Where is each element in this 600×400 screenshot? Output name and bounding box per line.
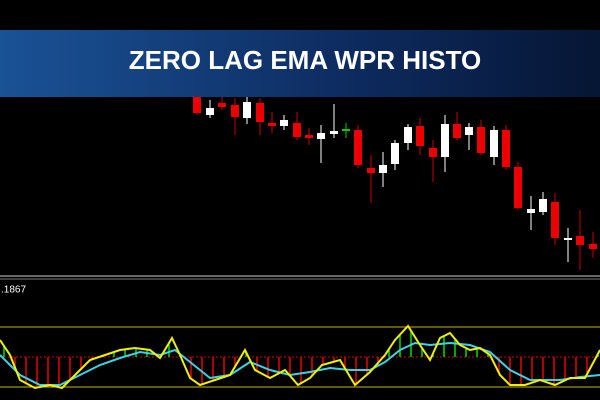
candle — [576, 210, 584, 270]
candle — [379, 152, 387, 187]
candle — [243, 97, 251, 124]
candle — [305, 128, 313, 145]
candle — [453, 112, 461, 140]
candle — [514, 162, 522, 210]
candles — [193, 95, 597, 270]
candle-body — [367, 168, 375, 173]
candle-body — [404, 127, 412, 143]
candle — [589, 232, 597, 258]
candle-body — [330, 131, 338, 134]
candle-body — [218, 103, 226, 107]
candle — [354, 125, 362, 168]
candle — [367, 155, 375, 203]
banner — [0, 30, 600, 97]
candle-body — [268, 123, 276, 126]
candle-body — [243, 102, 251, 118]
candle-body — [354, 130, 362, 165]
candle-body — [453, 124, 461, 138]
candle-body — [490, 130, 498, 157]
candle — [330, 104, 338, 138]
candle — [193, 95, 201, 115]
candle-body — [416, 126, 424, 146]
candle-body — [379, 165, 387, 173]
candle — [502, 125, 510, 170]
candle-body — [551, 202, 559, 238]
candle-body — [502, 130, 510, 167]
candle-body — [441, 124, 449, 157]
candle-body — [539, 199, 547, 212]
candle — [317, 125, 325, 163]
candle — [231, 98, 239, 135]
candle-body — [589, 244, 597, 249]
candle — [206, 100, 214, 118]
candle-body — [391, 143, 399, 164]
candle — [429, 140, 437, 182]
candle-body — [317, 133, 325, 139]
candle-body — [193, 97, 201, 113]
candle — [293, 112, 301, 140]
candle — [551, 193, 559, 245]
candle-body — [429, 148, 437, 157]
candle-body — [477, 127, 485, 153]
candle-body — [576, 236, 584, 245]
candle — [218, 97, 226, 110]
candle — [539, 192, 547, 215]
candle — [465, 123, 473, 150]
candle — [564, 228, 572, 262]
banner-title: ZERO LAG EMA WPR HISTO — [129, 45, 481, 75]
candle-body — [465, 127, 473, 135]
candle — [441, 115, 449, 172]
candle-body — [231, 105, 239, 117]
candle-body — [342, 129, 350, 131]
candle — [256, 98, 264, 135]
candle — [416, 118, 424, 155]
candle — [268, 112, 276, 133]
candle — [490, 126, 498, 165]
signal-line — [0, 341, 600, 386]
candle-body — [514, 167, 522, 208]
candle-body — [293, 123, 301, 137]
candle — [280, 115, 288, 130]
candle-body — [256, 103, 264, 122]
candle — [527, 196, 535, 230]
candle — [404, 124, 412, 150]
candle-body — [206, 108, 214, 115]
indicator-label: .1867 — [1, 285, 26, 296]
candle-body — [527, 209, 535, 213]
candle — [391, 140, 399, 170]
candle-body — [564, 238, 572, 240]
candle-body — [305, 135, 313, 138]
candle-body — [280, 120, 288, 126]
candle — [342, 123, 350, 138]
wpr-line — [0, 324, 600, 390]
candle — [477, 120, 485, 155]
